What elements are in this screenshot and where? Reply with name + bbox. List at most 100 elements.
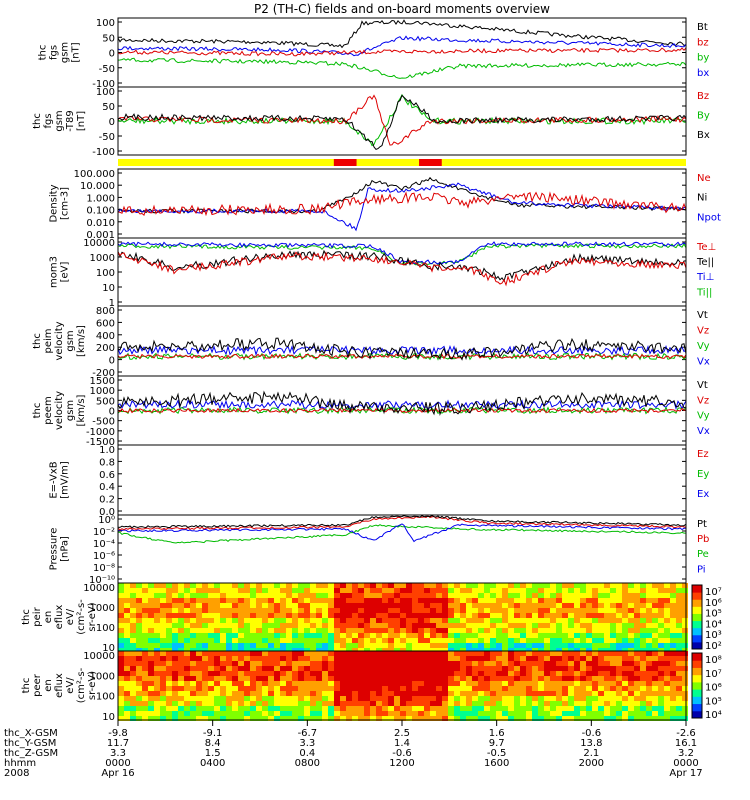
spectrogram-cell xyxy=(682,671,688,676)
spectrogram-cell xyxy=(634,676,640,681)
spectrogram-cell xyxy=(610,651,616,656)
spectrogram-cell xyxy=(118,676,124,681)
spectrogram-cell xyxy=(142,671,148,676)
spectrogram-cell xyxy=(196,671,202,676)
spectrogram-cell xyxy=(658,598,664,603)
spectrogram-cell xyxy=(436,706,442,711)
spectrogram-cell xyxy=(262,711,268,716)
ylabel-line: [nT] xyxy=(71,42,82,62)
spectrogram-cell xyxy=(568,588,574,593)
spectrogram-cell xyxy=(616,686,622,691)
spectrogram-cell xyxy=(154,681,160,686)
spectrogram-cell xyxy=(190,603,196,608)
spectrogram-cell xyxy=(580,598,586,603)
spectrogram-cell xyxy=(244,623,250,628)
spectrogram-cell xyxy=(394,613,400,618)
spectrogram-cell xyxy=(394,598,400,603)
spectrogram-cell xyxy=(682,643,688,648)
spectrogram-cell xyxy=(256,598,262,603)
ytick-label: 100 xyxy=(96,18,115,29)
spectrogram-cell xyxy=(562,613,568,618)
spectrogram-cell xyxy=(454,656,460,661)
spectrogram-cell xyxy=(682,696,688,701)
spectrogram-cell xyxy=(628,628,634,633)
spectrogram-cell xyxy=(508,623,514,628)
spectrogram-cell xyxy=(130,666,136,671)
spectrogram-cell xyxy=(658,681,664,686)
spectrogram-cell xyxy=(154,603,160,608)
spectrogram-cell xyxy=(124,613,130,618)
spectrogram-cell xyxy=(190,691,196,696)
ytick-label: 100 xyxy=(96,268,115,279)
spectrogram-cell xyxy=(574,706,580,711)
spectrogram-cell xyxy=(652,656,658,661)
spectrogram-cell xyxy=(298,638,304,643)
spectrogram-cell xyxy=(136,711,142,716)
spectrogram-cell xyxy=(304,628,310,633)
spectrogram-cell xyxy=(442,628,448,633)
spectrogram-cell xyxy=(586,598,592,603)
ylabel-line: [eV] xyxy=(60,262,71,283)
spectrogram-cell xyxy=(634,716,640,721)
spectrogram-cell xyxy=(604,711,610,716)
spectrogram-cell xyxy=(586,638,592,643)
spectrogram-cell xyxy=(490,666,496,671)
spectrogram-cell xyxy=(130,656,136,661)
spectrogram-cell xyxy=(544,651,550,656)
spectrogram-cell xyxy=(406,656,412,661)
spectrogram-cell xyxy=(592,656,598,661)
ytick-label: 10 xyxy=(102,283,115,294)
spectrogram-cell xyxy=(658,706,664,711)
spectrogram-cell xyxy=(514,643,520,648)
spectrogram-cell xyxy=(142,656,148,661)
spectrogram-cell xyxy=(598,633,604,638)
spectrogram-cell xyxy=(658,691,664,696)
spectrogram-cell xyxy=(508,656,514,661)
spectrogram-cell xyxy=(328,628,334,633)
spectrogram-cell xyxy=(304,651,310,656)
spectrogram-cell xyxy=(682,633,688,638)
spectrogram-cell xyxy=(244,711,250,716)
spectrogram-cell xyxy=(286,633,292,638)
spectrogram-cell xyxy=(634,656,640,661)
spectrogram-cell xyxy=(454,638,460,643)
xaxis-value: 2000 xyxy=(579,758,604,769)
spectrogram-cell xyxy=(442,716,448,721)
spectrogram-cell xyxy=(196,638,202,643)
spectrogram-cell xyxy=(526,603,532,608)
spectrogram-cell xyxy=(226,651,232,656)
spectrogram-cell xyxy=(652,716,658,721)
spectrogram-cell xyxy=(412,691,418,696)
spectrogram-cell xyxy=(610,691,616,696)
spectrogram-cell xyxy=(514,598,520,603)
spectrogram-cell xyxy=(628,613,634,618)
spectrogram-cell xyxy=(514,603,520,608)
spectrogram-cell xyxy=(478,716,484,721)
spectrogram-cell xyxy=(184,638,190,643)
spectrogram-cell xyxy=(388,593,394,598)
spectrogram-cell xyxy=(634,603,640,608)
spectrogram-cell xyxy=(238,603,244,608)
spectrogram-cell xyxy=(142,711,148,716)
spectrogram-cell xyxy=(580,671,586,676)
spectrogram-cell xyxy=(388,618,394,623)
spectrogram-cell xyxy=(562,623,568,628)
spectrogram-cell xyxy=(544,583,550,588)
spectrogram-cell xyxy=(238,696,244,701)
spectrogram-cell xyxy=(238,661,244,666)
spectrogram-cell xyxy=(196,691,202,696)
spectrogram-cell xyxy=(598,671,604,676)
spectrogram-cell xyxy=(268,716,274,721)
spectrogram-cell xyxy=(634,633,640,638)
spectrogram-cell xyxy=(238,681,244,686)
spectrogram-cell xyxy=(388,661,394,666)
spectrogram-cell xyxy=(304,691,310,696)
spectrogram-cell xyxy=(514,633,520,638)
panel-5-plot xyxy=(117,337,687,361)
spectrogram-cell xyxy=(592,633,598,638)
spectrogram-cell xyxy=(634,638,640,643)
spectrogram-cell xyxy=(448,588,454,593)
spectrogram-cell xyxy=(274,588,280,593)
spectrogram-cell xyxy=(406,716,412,721)
spectrogram-cell xyxy=(154,696,160,701)
